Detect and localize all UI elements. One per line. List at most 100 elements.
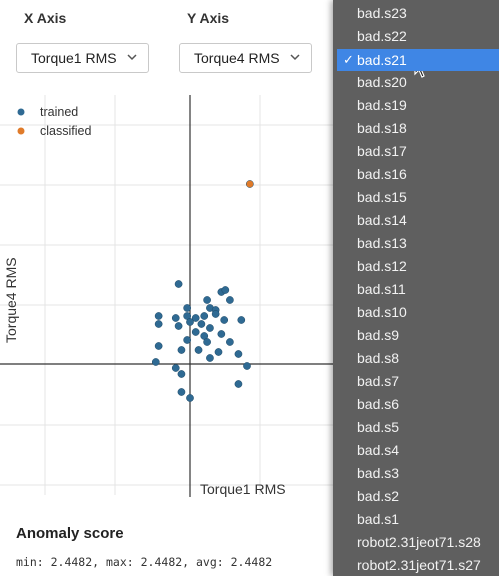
dropdown-item-label: bad.s18 <box>357 120 407 136</box>
data-point-trained <box>206 354 214 362</box>
dropdown-item-label: bad.s2 <box>357 488 400 504</box>
plot-axes <box>0 95 335 497</box>
dropdown-item-label: bad.s20 <box>357 74 407 90</box>
checkmark-icon: ✓ <box>343 52 354 67</box>
legend-label-classified: classified <box>40 124 91 138</box>
data-point-trained <box>221 286 230 294</box>
dropdown-item[interactable]: bad.s6 <box>333 393 499 415</box>
dropdown-item[interactable]: bad.s19 <box>333 94 499 116</box>
dropdown-item-label: bad.s17 <box>357 143 407 159</box>
y-axis-select-value: Torque4 RMS <box>194 50 280 66</box>
data-point-trained <box>194 346 203 354</box>
data-point-trained <box>226 296 234 304</box>
dropdown-item-label: bad.s10 <box>357 304 407 320</box>
data-point-trained <box>197 320 206 328</box>
dropdown-item[interactable]: bad.s5 <box>333 416 499 438</box>
dropdown-item[interactable]: bad.s15 <box>333 186 499 208</box>
x-axis-select[interactable]: Torque1 RMS <box>16 43 149 73</box>
data-point-classified <box>246 180 254 188</box>
dropdown-item-label: bad.s13 <box>357 235 407 251</box>
dropdown-item[interactable]: bad.s3 <box>333 462 499 484</box>
data-point-trained <box>177 388 186 396</box>
y-axis-label: Y Axis <box>187 10 230 26</box>
dropdown-item-label: bad.s12 <box>357 258 407 274</box>
dropdown-item[interactable]: bad.s10 <box>333 301 499 323</box>
anomaly-score-values: min: 2.4482, max: 2.4482, avg: 2.4482 <box>16 555 273 569</box>
dropdown-item[interactable]: bad.s23 <box>333 2 499 24</box>
legend-label-trained: trained <box>40 105 78 119</box>
legend-marker-trained <box>17 108 25 116</box>
dropdown-item-label: bad.s11 <box>357 281 406 297</box>
dropdown-item-label: bad.s16 <box>357 166 407 182</box>
data-point-trained <box>177 346 186 354</box>
data-point-trained <box>154 320 163 328</box>
dropdown-item[interactable]: bad.s11 <box>333 278 499 300</box>
plot-points <box>151 180 254 402</box>
dropdown-item[interactable]: robot2.31jeot71.s27 <box>333 554 499 576</box>
dropdown-item-label: bad.s4 <box>357 442 400 458</box>
data-point-trained <box>191 328 200 336</box>
dropdown-item[interactable]: bad.s7 <box>333 370 499 392</box>
dropdown-item-label: bad.s15 <box>357 189 407 205</box>
y-axis-select[interactable]: Torque4 RMS <box>179 43 312 73</box>
anomaly-score-title: Anomaly score <box>16 525 124 542</box>
chevron-down-icon <box>127 54 137 61</box>
dropdown-item[interactable]: bad.s22 <box>333 25 499 47</box>
dropdown-item-label: robot2.31jeot71.s27 <box>357 557 481 573</box>
dropdown-item[interactable]: bad.s17 <box>333 140 499 162</box>
dropdown-item[interactable]: bad.s12 <box>333 255 499 277</box>
data-point-trained <box>211 310 220 318</box>
dropdown-item[interactable]: bad.s2 <box>333 485 499 507</box>
x-axis-title: Torque1 RMS <box>200 481 286 497</box>
dropdown-item-label: bad.s7 <box>357 373 400 389</box>
dropdown-item-label: bad.s19 <box>357 97 407 113</box>
dropdown-item[interactable]: bad.s1 <box>333 508 499 530</box>
data-point-trained <box>217 330 226 338</box>
data-point-trained <box>154 312 163 320</box>
data-point-trained <box>203 296 211 304</box>
dropdown-item[interactable]: robot2.31jeot71.s28 <box>333 531 499 553</box>
dropdown-item-label: bad.s5 <box>357 419 400 435</box>
data-point-trained <box>174 280 183 288</box>
y-axis-title: Torque4 RMS <box>3 257 19 343</box>
dropdown-item[interactable]: ✓ bad.s21 <box>337 49 499 71</box>
data-point-trained <box>186 394 194 402</box>
data-point-trained <box>183 304 191 312</box>
series-dropdown-menu[interactable]: bad.s23 bad.s22 bad.s20 bad.s19 bad.s18 bad.s… <box>333 0 499 576</box>
chevron-down-icon <box>290 54 300 61</box>
legend-marker-classified <box>17 127 25 135</box>
data-point-trained <box>220 316 229 324</box>
dropdown-item-label: robot2.31jeot71.s28 <box>357 534 481 550</box>
dropdown-item[interactable]: bad.s4 <box>333 439 499 461</box>
data-point-trained <box>214 348 223 356</box>
data-point-trained <box>206 324 214 332</box>
dropdown-item[interactable]: bad.s9 <box>333 324 499 346</box>
dropdown-item[interactable]: bad.s13 <box>333 232 499 254</box>
data-point-trained <box>234 350 243 358</box>
dropdown-item[interactable]: bad.s14 <box>333 209 499 231</box>
dropdown-item-label: bad.s8 <box>357 350 400 366</box>
dropdown-item[interactable]: bad.s8 <box>333 347 499 369</box>
dropdown-item[interactable]: bad.s20 <box>333 71 499 93</box>
data-point-trained <box>226 338 234 346</box>
data-point-trained <box>191 314 200 322</box>
dropdown-item[interactable]: bad.s16 <box>333 163 499 185</box>
plot-grid <box>0 95 335 495</box>
x-axis-select-value: Torque1 RMS <box>31 50 117 66</box>
dropdown-item-label: bad.s1 <box>357 511 400 527</box>
dropdown-item-label: bad.s3 <box>357 465 400 481</box>
data-point-trained <box>234 380 243 388</box>
data-point-trained <box>186 318 194 326</box>
data-point-trained <box>151 358 160 366</box>
data-point-trained <box>174 322 183 330</box>
data-point-trained <box>177 370 186 378</box>
dropdown-item-label: bad.s23 <box>357 5 407 21</box>
x-axis-label: X Axis <box>24 10 67 26</box>
data-point-trained <box>237 316 246 324</box>
data-point-trained <box>200 312 209 320</box>
dropdown-item-label: bad.s21 <box>357 52 407 68</box>
plot-legend: trained classified <box>17 105 91 138</box>
dropdown-item[interactable]: bad.s18 <box>333 117 499 139</box>
dropdown-item-label: bad.s22 <box>357 28 407 44</box>
data-point-trained <box>183 336 191 344</box>
